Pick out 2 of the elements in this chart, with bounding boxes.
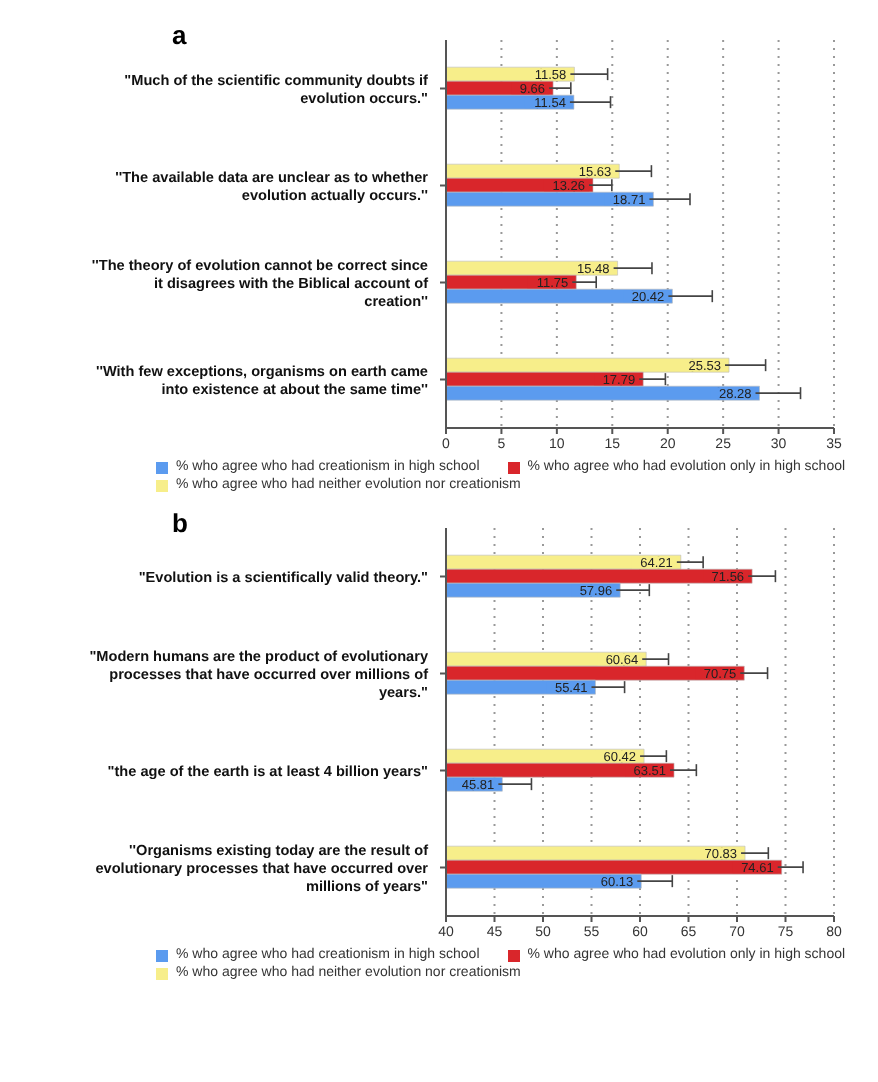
text: a	[172, 20, 187, 50]
text: b	[172, 508, 188, 538]
